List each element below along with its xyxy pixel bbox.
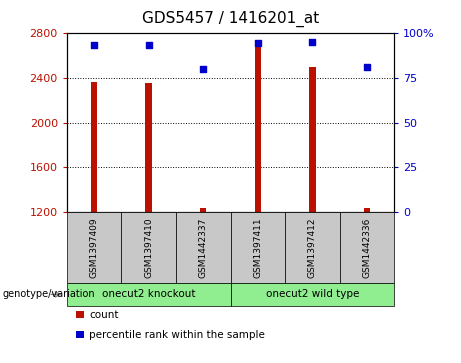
Text: onecut2 knockout: onecut2 knockout	[102, 289, 195, 299]
Text: GSM1397412: GSM1397412	[308, 217, 317, 278]
Text: GSM1397410: GSM1397410	[144, 217, 153, 278]
Point	[90, 42, 98, 48]
Point	[309, 39, 316, 45]
Bar	[254, 45, 261, 212]
Text: onecut2 wild type: onecut2 wild type	[266, 289, 359, 299]
Text: GSM1442337: GSM1442337	[199, 217, 208, 278]
Text: percentile rank within the sample: percentile rank within the sample	[89, 330, 265, 340]
Point	[145, 42, 152, 48]
Point	[200, 66, 207, 72]
Point	[363, 64, 371, 70]
Text: GSM1442336: GSM1442336	[362, 217, 372, 278]
Bar	[309, 68, 316, 212]
Text: genotype/variation: genotype/variation	[2, 289, 95, 299]
Bar	[91, 82, 97, 212]
Bar	[200, 208, 207, 212]
Point	[254, 41, 261, 46]
Text: GSM1397411: GSM1397411	[253, 217, 262, 278]
Text: GDS5457 / 1416201_at: GDS5457 / 1416201_at	[142, 11, 319, 27]
Bar	[145, 83, 152, 212]
Text: GSM1397409: GSM1397409	[89, 217, 99, 278]
Bar	[364, 208, 370, 212]
Text: count: count	[89, 310, 118, 320]
